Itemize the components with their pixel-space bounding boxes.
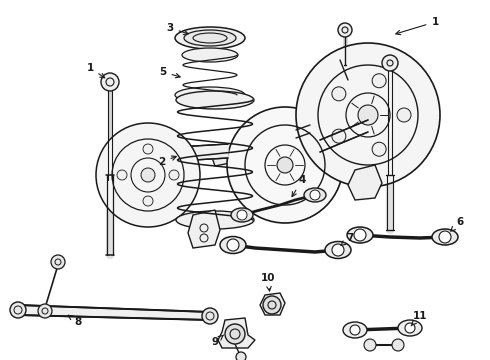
Ellipse shape: [304, 188, 326, 202]
Circle shape: [338, 23, 352, 37]
Circle shape: [332, 129, 346, 143]
Ellipse shape: [231, 208, 253, 222]
Circle shape: [310, 190, 320, 200]
Polygon shape: [260, 293, 285, 315]
Ellipse shape: [347, 227, 373, 243]
Circle shape: [143, 144, 153, 154]
Ellipse shape: [325, 242, 351, 258]
Text: 1: 1: [86, 63, 105, 78]
Text: 1: 1: [396, 17, 439, 35]
Ellipse shape: [398, 320, 422, 336]
Circle shape: [405, 323, 415, 333]
Circle shape: [202, 308, 218, 324]
Circle shape: [372, 142, 386, 156]
Ellipse shape: [182, 48, 238, 62]
Ellipse shape: [343, 322, 367, 338]
Circle shape: [350, 325, 360, 335]
Polygon shape: [218, 318, 255, 348]
Ellipse shape: [184, 30, 236, 46]
Polygon shape: [188, 210, 220, 248]
Circle shape: [382, 55, 398, 71]
Text: 7: 7: [341, 233, 354, 246]
Circle shape: [332, 87, 346, 101]
Ellipse shape: [176, 211, 254, 229]
Text: 4: 4: [292, 175, 306, 197]
Text: 5: 5: [159, 67, 180, 78]
Text: 2: 2: [158, 156, 176, 167]
Ellipse shape: [176, 91, 254, 109]
Text: 10: 10: [261, 273, 275, 291]
Circle shape: [10, 302, 26, 318]
Polygon shape: [320, 120, 368, 152]
Circle shape: [354, 229, 366, 241]
Ellipse shape: [175, 87, 245, 103]
Ellipse shape: [175, 27, 245, 49]
Circle shape: [117, 170, 127, 180]
Circle shape: [439, 231, 451, 243]
Circle shape: [296, 43, 440, 187]
Ellipse shape: [220, 237, 246, 253]
Polygon shape: [348, 165, 382, 200]
Circle shape: [169, 170, 179, 180]
Circle shape: [38, 304, 52, 318]
Polygon shape: [160, 144, 228, 162]
Polygon shape: [18, 305, 210, 320]
Circle shape: [263, 296, 281, 314]
Circle shape: [372, 74, 386, 88]
Circle shape: [101, 73, 119, 91]
Circle shape: [96, 123, 200, 227]
Circle shape: [277, 157, 293, 173]
Circle shape: [364, 339, 376, 351]
Polygon shape: [210, 148, 235, 166]
Circle shape: [227, 107, 343, 223]
Circle shape: [397, 108, 411, 122]
Circle shape: [141, 168, 155, 182]
Text: 9: 9: [212, 335, 223, 347]
Circle shape: [143, 196, 153, 206]
Circle shape: [392, 339, 404, 351]
Circle shape: [332, 244, 344, 256]
Circle shape: [51, 255, 65, 269]
Text: 11: 11: [411, 311, 427, 326]
Circle shape: [358, 105, 378, 125]
Text: 3: 3: [167, 23, 188, 35]
Circle shape: [225, 324, 245, 344]
Text: 8: 8: [68, 315, 82, 327]
Circle shape: [227, 239, 239, 251]
Text: 6: 6: [451, 217, 464, 231]
Circle shape: [237, 210, 247, 220]
Ellipse shape: [432, 229, 458, 245]
Circle shape: [236, 352, 246, 360]
